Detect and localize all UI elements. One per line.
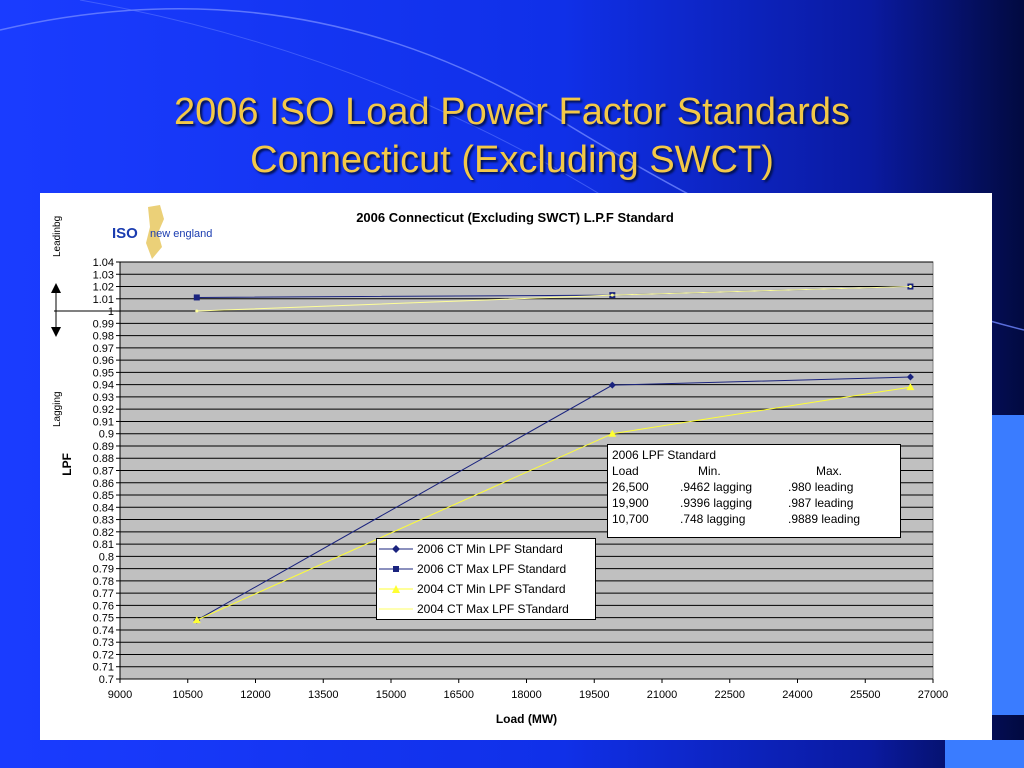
decor-block-1 xyxy=(990,415,1024,715)
slide-title-line2: Connecticut (Excluding SWCT) xyxy=(250,139,774,181)
x-tick-label: 19500 xyxy=(579,689,610,701)
y-tick-label: 0.74 xyxy=(93,625,114,637)
lagging-label: Lagging xyxy=(52,391,63,427)
chart-legend: 2006 CT Min LPF Standard 2006 CT Max LPF… xyxy=(376,538,596,620)
x-tick-label: 10500 xyxy=(172,689,203,701)
y-tick-label: 0.89 xyxy=(93,441,114,453)
y-tick-label: 0.82 xyxy=(93,527,114,539)
lpf-standard-info-box: 2006 LPF Standard Load Min. Max. 26,500 … xyxy=(607,444,901,538)
legend-swatch-line xyxy=(379,608,413,610)
data-point xyxy=(906,383,915,391)
chart-panel: 2006 Connecticut (Excluding SWCT) L.P.F … xyxy=(40,193,992,740)
data-point xyxy=(908,285,912,289)
legend-entry: 2006 CT Max LPF Standard xyxy=(377,559,595,579)
y-tick-label: 0.93 xyxy=(93,392,114,404)
data-point xyxy=(608,429,617,437)
data-point xyxy=(193,294,200,301)
x-tick-label: 13500 xyxy=(308,689,339,701)
y-tick-label: 0.79 xyxy=(93,564,114,576)
x-tick-label: 9000 xyxy=(108,689,132,701)
y-tick-label: 0.75 xyxy=(93,613,114,625)
legend-swatch-diamond xyxy=(379,545,413,553)
y-tick-label: 0.84 xyxy=(93,502,114,514)
y-tick-label: 0.7 xyxy=(99,674,114,686)
legend-entry: 2006 CT Min LPF Standard xyxy=(377,539,595,559)
series-3 xyxy=(195,285,912,313)
y-tick-label: 0.86 xyxy=(93,478,114,490)
x-axis-label: Load (MW) xyxy=(496,712,557,726)
y-tick-label: 0.96 xyxy=(93,355,114,367)
x-tick-label: 27000 xyxy=(918,689,949,701)
x-tick-label: 25500 xyxy=(850,689,881,701)
y-tick-label: 0.81 xyxy=(93,539,114,551)
y-tick-label: 0.92 xyxy=(93,404,114,416)
iso-logo-mark xyxy=(146,205,164,259)
y-tick-label: 0.9 xyxy=(99,429,114,441)
y-tick-label: 1.01 xyxy=(93,294,114,306)
x-tick-label: 24000 xyxy=(782,689,813,701)
legend-swatch-square xyxy=(379,566,413,572)
leading-label: Leadinbg xyxy=(52,215,63,257)
y-tick-label: 0.77 xyxy=(93,588,114,600)
slide-title-line1: 2006 ISO Load Power Factor Standards xyxy=(174,91,850,133)
logo-iso-text: ISO xyxy=(112,225,138,242)
x-tick-label: 12000 xyxy=(240,689,271,701)
y-tick-label: 0.95 xyxy=(93,367,114,379)
decor-block-2 xyxy=(945,740,1024,768)
y-tick-label: 0.88 xyxy=(93,453,114,465)
y-tick-label: 0.8 xyxy=(99,551,114,563)
y-tick-label: 0.78 xyxy=(93,576,114,588)
y-tick-label: 0.73 xyxy=(93,637,114,649)
x-tick-label: 15000 xyxy=(376,689,407,701)
y-tick-label: 1 xyxy=(108,306,114,318)
y-tick-label: 0.94 xyxy=(93,380,114,392)
data-point xyxy=(192,616,201,624)
info-box-title: 2006 LPF Standard xyxy=(612,448,717,462)
legend-swatch-triangle xyxy=(379,585,413,593)
info-box-row: 19,900 .9396 lagging .987 leading xyxy=(612,496,854,510)
slide-title: 2006 ISO Load Power Factor Standards Con… xyxy=(0,88,1024,184)
y-tick-label: 0.76 xyxy=(93,600,114,612)
x-tick-label: 16500 xyxy=(443,689,474,701)
logo-new-england-text: new england xyxy=(150,228,213,240)
y-tick-label: 0.83 xyxy=(93,515,114,527)
y-tick-label: 0.99 xyxy=(93,318,114,330)
y-tick-label: 1.03 xyxy=(93,269,114,281)
data-point xyxy=(610,293,614,297)
y-tick-label: 0.87 xyxy=(93,466,114,478)
arrow-down-icon xyxy=(51,327,61,337)
y-tick-label: 0.91 xyxy=(93,416,114,428)
y-tick-label: 0.85 xyxy=(93,490,114,502)
y-tick-label: 1.04 xyxy=(93,257,114,269)
info-box-header-row: Load Min. Max. xyxy=(612,464,843,478)
y-axis-label: LPF xyxy=(60,453,74,476)
x-tick-label: 22500 xyxy=(714,689,745,701)
legend-entry: 2004 CT Min LPF STandard xyxy=(377,579,595,599)
y-tick-label: 0.98 xyxy=(93,331,114,343)
series-2 xyxy=(192,383,915,624)
chart-title: 2006 Connecticut (Excluding SWCT) L.P.F … xyxy=(356,210,674,225)
data-point xyxy=(195,309,199,313)
y-tick-label: 0.97 xyxy=(93,343,114,355)
arrow-up-icon xyxy=(51,283,61,293)
info-box-row: 26,500 .9462 lagging .980 leading xyxy=(612,480,854,494)
data-point xyxy=(608,381,616,389)
legend-entry: 2004 CT Max LPF STandard xyxy=(377,599,595,619)
data-point xyxy=(906,373,914,381)
y-tick-label: 0.71 xyxy=(93,662,114,674)
y-tick-label: 1.02 xyxy=(93,282,114,294)
info-box-row: 10,700 .748 lagging .9889 leading xyxy=(612,512,861,526)
y-tick-label: 0.72 xyxy=(93,649,114,661)
x-tick-label: 18000 xyxy=(511,689,542,701)
x-tick-label: 21000 xyxy=(647,689,678,701)
